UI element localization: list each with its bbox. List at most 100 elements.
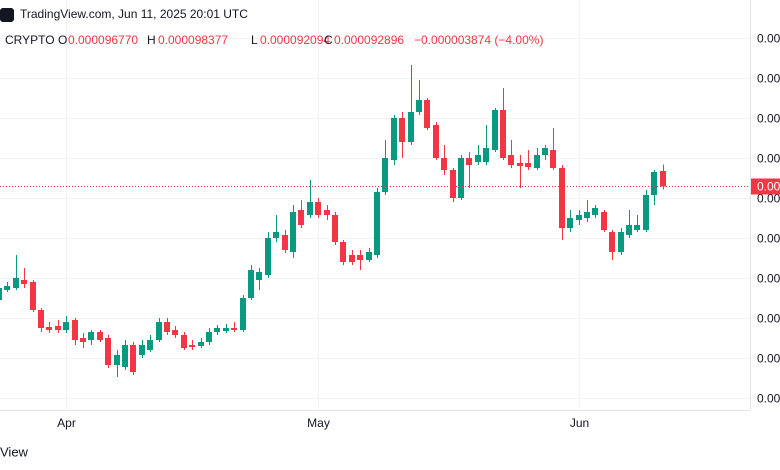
candle-body	[525, 163, 531, 167]
y-tick-label: 0.000	[757, 232, 780, 246]
candle-body	[307, 202, 313, 215]
y-tick-label: 0.000	[757, 392, 780, 406]
candle-body	[265, 238, 271, 275]
close-label: C	[324, 33, 333, 47]
footer-logo: View	[0, 444, 29, 459]
candle-body	[181, 335, 187, 348]
y-tick-label: 0.000	[757, 312, 780, 326]
candle-body	[80, 338, 86, 342]
candle-body	[164, 322, 170, 332]
candle-body	[349, 255, 355, 262]
symbol: CRYPTO	[5, 33, 55, 47]
high-value: 0.000098377	[158, 33, 228, 47]
price-tag-label: 0.00	[757, 180, 780, 194]
candle-body	[122, 345, 128, 367]
candle-body	[4, 286, 10, 290]
price-tag	[751, 178, 780, 195]
candle-body	[651, 172, 657, 195]
candle-body	[290, 212, 296, 252]
candle-body	[450, 170, 456, 198]
candle-body	[399, 118, 405, 142]
y-tick-label: 0.000	[757, 272, 780, 286]
x-tick-label: Jun	[570, 416, 589, 430]
candle-body	[105, 338, 111, 365]
candle-body	[38, 310, 44, 328]
open-label: O	[58, 33, 67, 47]
logo	[0, 8, 14, 22]
candle-body	[130, 345, 136, 372]
candle-body	[416, 100, 422, 112]
open-value: 0.000096770	[68, 33, 138, 47]
candle-body	[46, 327, 52, 330]
y-tick-label: 0.000	[757, 32, 780, 46]
y-tick-label: 0.000	[757, 192, 780, 206]
candle-body	[643, 195, 649, 230]
candle-body	[660, 170, 666, 187]
candle-body	[592, 208, 598, 215]
candle-body	[584, 212, 590, 218]
candle-body	[458, 158, 464, 198]
candle-body	[382, 158, 388, 192]
candle-body	[273, 232, 279, 238]
candle-body	[424, 100, 430, 128]
candle-body	[198, 342, 204, 346]
candle-body	[88, 332, 94, 340]
candle-body	[609, 232, 615, 252]
candle-body	[298, 210, 304, 225]
source: TradingView.com, Jun 11, 2025 20:01 UTC	[20, 7, 248, 21]
candle-body	[315, 202, 321, 215]
candle-body	[189, 345, 195, 347]
candle-body	[55, 326, 61, 330]
candle-body	[147, 340, 153, 350]
candle-body	[139, 345, 145, 355]
candle-body	[634, 225, 640, 230]
y-tick-label: 0.000	[757, 72, 780, 86]
candle-body	[357, 255, 363, 260]
candle-body	[433, 125, 439, 158]
candle-body	[374, 192, 380, 255]
candle-body	[441, 158, 447, 170]
candle-body	[21, 280, 27, 284]
candle-body	[206, 332, 212, 342]
candle-body	[466, 158, 472, 165]
candle-body	[340, 242, 346, 262]
candle-body	[408, 112, 414, 142]
y-tick-label: 0.000	[757, 112, 780, 126]
close-value: 0.000092896	[334, 33, 404, 47]
candle-body	[0, 288, 2, 300]
high-label: H	[147, 33, 156, 47]
candle-body	[559, 168, 565, 228]
candle-body	[282, 235, 288, 250]
candle-body	[576, 215, 582, 220]
header: TradingView.com, Jun 11, 2025 20:01 UTC …	[0, 7, 543, 47]
candle-body	[601, 212, 607, 230]
candle-body	[114, 355, 120, 365]
candle-body	[156, 322, 162, 340]
candle-body	[542, 148, 548, 155]
candle-body	[366, 252, 372, 260]
candle-body	[475, 155, 481, 162]
candle-body	[97, 332, 103, 340]
candle-body	[567, 218, 573, 228]
candle-body	[534, 155, 540, 168]
x-tick-label: Apr	[57, 416, 76, 430]
candle-body	[626, 225, 632, 235]
candle-body	[483, 148, 489, 162]
candle-body	[30, 282, 36, 310]
candle-body	[517, 163, 523, 166]
candle-body	[500, 110, 506, 158]
candle-body	[256, 272, 262, 280]
candle-body	[492, 110, 498, 150]
x-tick-label: May	[307, 416, 330, 430]
candle-body	[550, 150, 556, 168]
low-value: 0.000092094	[260, 33, 330, 47]
candle-body	[231, 328, 237, 330]
candle-body	[391, 118, 397, 160]
y-tick-label: 0.000	[757, 152, 780, 166]
candle-body	[508, 155, 514, 165]
candles	[0, 65, 750, 377]
low-label: L	[251, 33, 258, 47]
candle-body	[223, 328, 229, 331]
